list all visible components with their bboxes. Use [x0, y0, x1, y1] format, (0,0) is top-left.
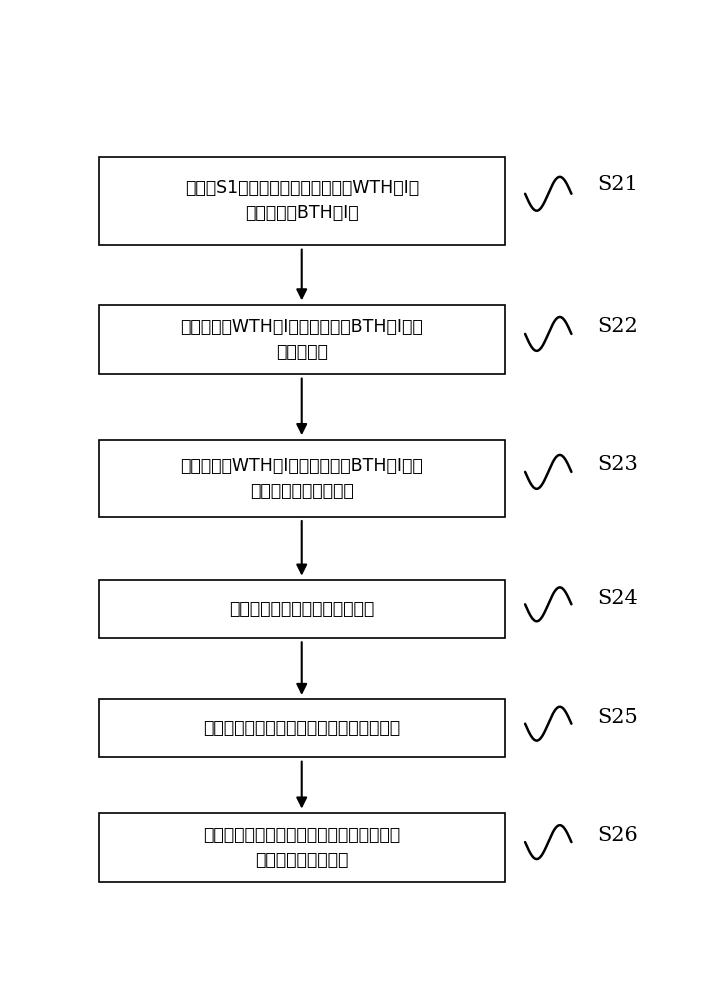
FancyBboxPatch shape	[98, 305, 505, 374]
Text: 在膨胀变换后的二值化图像上求取联通区域: 在膨胀变换后的二值化图像上求取联通区域	[203, 719, 400, 737]
Text: 将冒顶变换WTH（I）和帽底变换BTH（I）相
加后的结果进行二值化: 将冒顶变换WTH（I）和帽底变换BTH（I）相 加后的结果进行二值化	[181, 457, 423, 500]
Text: S25: S25	[598, 708, 638, 727]
FancyBboxPatch shape	[98, 157, 505, 245]
Text: S26: S26	[598, 826, 638, 845]
Text: S22: S22	[598, 317, 638, 336]
FancyBboxPatch shape	[98, 580, 505, 638]
FancyBboxPatch shape	[98, 699, 505, 757]
Text: 将二值化后的结果进行膨胀变换: 将二值化后的结果进行膨胀变换	[229, 600, 374, 618]
Text: S21: S21	[598, 175, 638, 194]
Text: S24: S24	[598, 589, 638, 608]
Text: 将冒顶变换WTH（I）和帽底变换BTH（I）进
行相加运算: 将冒顶变换WTH（I）和帽底变换BTH（I）进 行相加运算	[181, 318, 423, 361]
Text: 对步骤S1得到的图像进行冒顶变换WTH（I）
和帽底变换BTH（I）: 对步骤S1得到的图像进行冒顶变换WTH（I） 和帽底变换BTH（I）	[185, 179, 419, 222]
FancyBboxPatch shape	[98, 813, 505, 882]
Text: S23: S23	[598, 455, 638, 474]
FancyBboxPatch shape	[98, 440, 505, 517]
Text: 根据标准车牌的宽高比和面积大小信息对连
通区域进行初步筛选: 根据标准车牌的宽高比和面积大小信息对连 通区域进行初步筛选	[203, 826, 400, 869]
